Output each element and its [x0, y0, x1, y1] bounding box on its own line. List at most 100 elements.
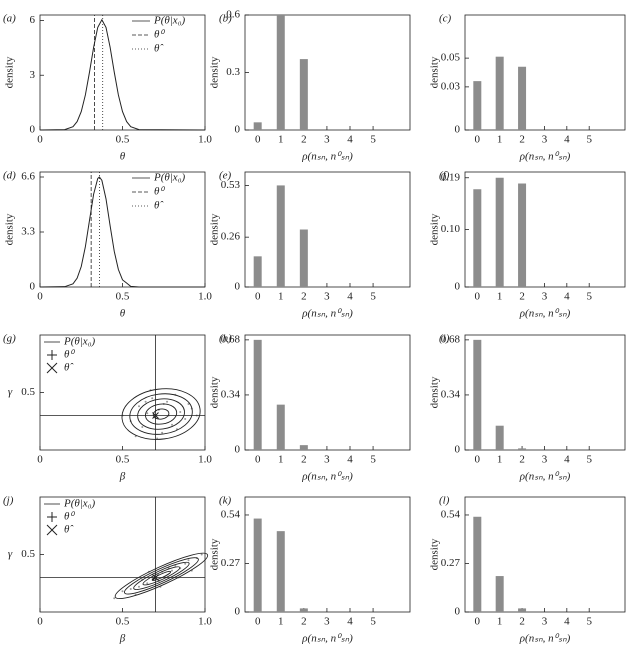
- panel: (d) density θ 0 3.3 6.6 0 0.5 1.0 P(θ|x₀) θ⁰ θ̂: [3, 170, 212, 320]
- x-tick-label: 5: [370, 454, 376, 466]
- bar: [299, 445, 308, 450]
- sample-point: [151, 397, 154, 400]
- legend-label: θ⁰: [64, 349, 75, 361]
- contour: [137, 398, 185, 430]
- x-tick-label: 5: [586, 454, 592, 466]
- x-tick-label: 3: [324, 616, 330, 628]
- x-tick-label: 2: [301, 454, 307, 466]
- x-tick-label: 1: [278, 134, 284, 146]
- plot-frame: [244, 14, 411, 131]
- bar: [518, 66, 527, 130]
- bar: [276, 404, 285, 450]
- bar: [518, 183, 527, 287]
- bar: [518, 448, 527, 450]
- x-tick-label: 0: [255, 291, 261, 303]
- x-tick-label: 1: [497, 134, 503, 146]
- x-tick-label: 1.0: [198, 291, 212, 303]
- x-tick-label: 5: [586, 616, 592, 628]
- legend-label: θ̂: [154, 200, 164, 212]
- plot-frame: [244, 334, 411, 451]
- sample-point: [138, 405, 140, 408]
- estimate-marker: [152, 574, 159, 581]
- sample-point: [144, 400, 147, 403]
- x-axis-label: ρ(nₛₙ, n⁰ₛₙ): [519, 471, 571, 483]
- x-tick-label: 1: [278, 291, 284, 303]
- panel: (f) density ρ(nₛₙ, n⁰ₛₙ) 0 0.10 0.19 0 1 2 3 4 5: [429, 170, 626, 320]
- bar: [276, 531, 285, 612]
- x-tick-label: 2: [519, 454, 525, 466]
- contour: [123, 557, 199, 595]
- legend-label: P(θ|x₀): [153, 15, 186, 27]
- x-axis-label: ρ(nₛₙ, n⁰ₛₙ): [301, 308, 353, 320]
- sample-point: [187, 559, 190, 562]
- sample-point: [138, 585, 140, 588]
- y-tick-label: 0.05: [441, 52, 461, 64]
- sample-point: [171, 423, 173, 426]
- x-tick-label: 2: [519, 134, 525, 146]
- panel-label: (c): [439, 13, 452, 25]
- x-tick-label: 1.0: [198, 616, 212, 628]
- legend-label: θ̂: [64, 524, 74, 536]
- y-tick-label: 0: [235, 606, 241, 618]
- sample-point: [184, 417, 187, 420]
- x-axis-label: β: [119, 471, 126, 483]
- x-tick-label: 0: [475, 454, 481, 466]
- bar: [299, 59, 308, 131]
- sample-point: [141, 426, 144, 428]
- x-axis-label: ρ(nₛₙ, n⁰ₛₙ): [519, 151, 571, 163]
- contour: [142, 566, 181, 586]
- y-tick-label: 0: [455, 124, 461, 136]
- x-tick-label: 1: [497, 454, 503, 466]
- panel-label: (j): [3, 495, 14, 507]
- sample-point: [166, 400, 169, 403]
- y-tick-label: 0.03: [441, 80, 461, 92]
- y-axis-label: density: [429, 56, 441, 88]
- y-tick-label: 0.27: [441, 557, 461, 569]
- bar: [473, 339, 482, 450]
- y-tick-label: 0.3: [226, 66, 240, 78]
- legend-label: P(θ|x₀): [63, 336, 96, 348]
- panel-label: (l): [439, 495, 450, 507]
- panel-label: (i): [439, 333, 450, 345]
- contour: [114, 552, 209, 599]
- x-tick-label: 2: [519, 291, 525, 303]
- sample-point: [200, 553, 203, 556]
- x-tick-label: 0: [37, 291, 43, 303]
- y-tick-label: 0.54: [441, 509, 461, 521]
- bar: [473, 189, 482, 287]
- bar: [299, 608, 308, 612]
- x-tick-label: 0.5: [116, 134, 130, 146]
- plot-frame: [244, 171, 411, 288]
- y-tick-label: 0: [235, 281, 241, 293]
- legend-swatch: [46, 524, 58, 536]
- sample-point: [121, 590, 124, 593]
- legend-label: θ⁰: [64, 511, 75, 523]
- x-tick-label: 1.0: [198, 454, 212, 466]
- y-tick-label: 0.68: [441, 333, 461, 345]
- y-tick-label: 0: [235, 444, 241, 456]
- x-tick-label: 5: [370, 134, 376, 146]
- bar: [495, 425, 504, 450]
- x-axis-label: β: [119, 633, 126, 645]
- x-tick-label: 4: [347, 616, 353, 628]
- legend-swatch: [47, 512, 57, 522]
- y-tick-label: 0.26: [221, 231, 241, 243]
- y-tick-label: 0: [455, 444, 461, 456]
- x-tick-label: 0: [475, 291, 481, 303]
- density-line: [39, 18, 206, 131]
- bar: [299, 229, 308, 287]
- bar: [473, 516, 482, 612]
- sample-point: [161, 431, 164, 434]
- sample-point: [171, 569, 173, 572]
- y-tick-label: 0.5: [21, 548, 35, 560]
- panel: (c) density ρ(nₛₙ, n⁰ₛₙ) 0 0.03 0.05 0 1 2 3 4 5: [429, 13, 626, 163]
- y-tick-label: 0: [455, 281, 461, 293]
- sample-point: [179, 411, 182, 414]
- density-line: [39, 176, 205, 288]
- bar: [495, 177, 504, 287]
- sample-point: [184, 562, 187, 565]
- panel-label: (h): [219, 333, 232, 345]
- y-tick-label: 0.54: [221, 509, 241, 521]
- bar: [276, 15, 285, 130]
